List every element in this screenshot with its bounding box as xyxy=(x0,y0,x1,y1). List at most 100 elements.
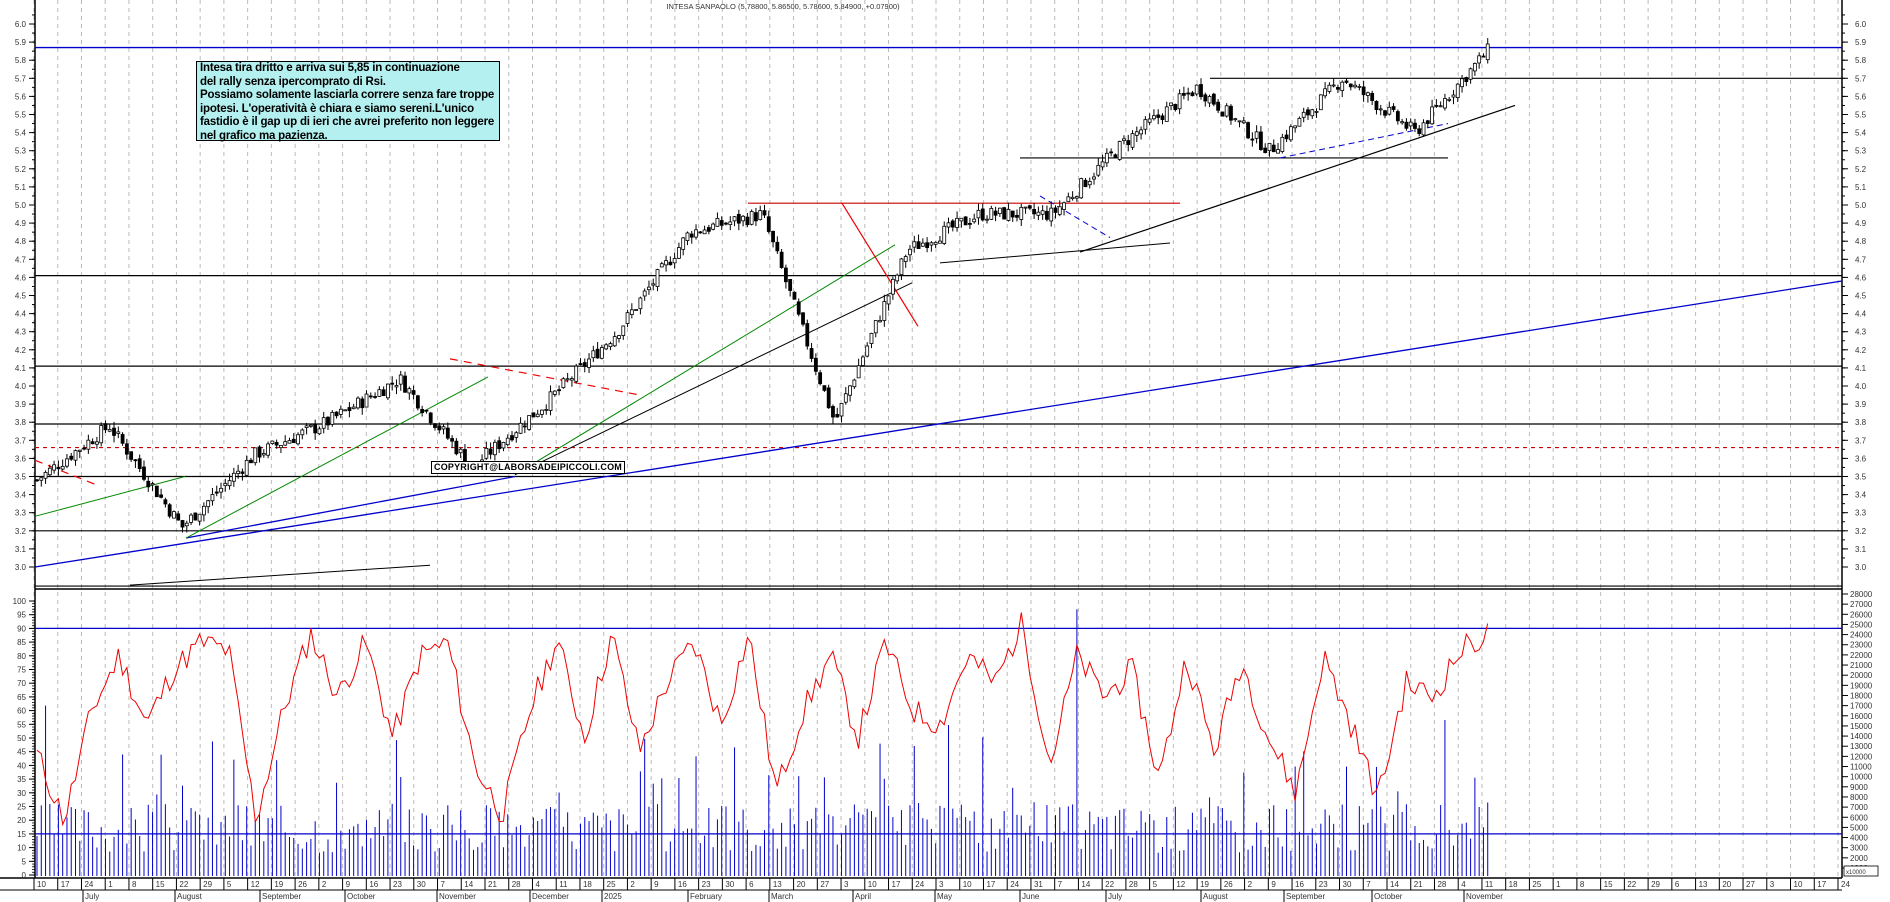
day-label: 20 xyxy=(797,880,806,889)
day-label: 24 xyxy=(1010,880,1019,889)
price-tick-label: 5.3 xyxy=(1855,147,1867,156)
day-label: 28 xyxy=(512,880,521,889)
candle xyxy=(240,471,245,474)
volume-tick-label: 5000 xyxy=(1850,823,1868,832)
day-label: 6 xyxy=(749,880,754,889)
price-tick-label: 4.5 xyxy=(15,292,27,301)
candle xyxy=(1276,149,1280,154)
candle xyxy=(514,432,519,438)
candle xyxy=(1224,105,1229,117)
candle xyxy=(133,459,138,462)
candle xyxy=(497,440,502,450)
candle xyxy=(1156,114,1161,118)
copyright-label: COPYRIGHT@LABORSADEIPICCOLI.COM xyxy=(431,461,625,474)
day-label: 18 xyxy=(1509,880,1518,889)
candle xyxy=(890,278,895,295)
candle xyxy=(1404,121,1409,129)
candle xyxy=(1177,93,1182,110)
candle xyxy=(150,483,155,486)
candle xyxy=(826,387,831,409)
candle xyxy=(43,472,48,479)
candle xyxy=(942,225,947,244)
candle xyxy=(899,258,904,276)
candle xyxy=(364,393,369,408)
price-tick-label: 4.2 xyxy=(15,346,27,355)
price-tick-label: 4.1 xyxy=(1855,364,1867,373)
candle xyxy=(1297,117,1302,127)
candle xyxy=(270,440,275,444)
note-line: del rally senza ipercomprato di Rsi. xyxy=(200,75,386,88)
trendline-red xyxy=(841,202,919,327)
candle xyxy=(52,464,57,471)
price-tick-label: 4.9 xyxy=(1855,219,1867,228)
candle xyxy=(1096,164,1101,176)
day-label: 7 xyxy=(1058,880,1063,889)
candle xyxy=(296,434,300,445)
candle xyxy=(223,482,228,487)
volume-tick-label: 16000 xyxy=(1850,712,1873,721)
candle xyxy=(968,223,972,225)
trendline-blue-long xyxy=(34,280,1843,568)
day-label: 8 xyxy=(1580,880,1585,889)
candle xyxy=(1314,110,1319,113)
candle xyxy=(428,412,433,424)
candle xyxy=(107,429,112,432)
candle xyxy=(1425,120,1430,124)
candle xyxy=(1417,128,1422,135)
day-label: 24 xyxy=(915,880,924,889)
candle xyxy=(540,409,544,415)
rsi-tick-label: 5 xyxy=(22,857,27,866)
candle xyxy=(1049,207,1054,222)
day-label: 22 xyxy=(179,880,188,889)
candle xyxy=(1280,136,1285,152)
candle xyxy=(972,218,977,223)
candle xyxy=(1378,108,1383,111)
day-label: 18 xyxy=(583,880,592,889)
volume-tick-label: 17000 xyxy=(1850,702,1873,711)
candle xyxy=(1395,111,1400,122)
candle xyxy=(813,357,818,372)
candle xyxy=(154,485,159,498)
price-tick-label: 6.0 xyxy=(1855,20,1867,29)
day-label: 31 xyxy=(1034,880,1043,889)
volume-tick-label: 2000 xyxy=(1850,854,1868,863)
candle xyxy=(1019,206,1024,220)
candle xyxy=(694,229,698,238)
candle xyxy=(608,343,613,348)
price-tick-label: 4.3 xyxy=(1855,328,1867,337)
candle xyxy=(574,365,579,382)
month-label: August xyxy=(1203,892,1229,901)
candle xyxy=(736,213,741,224)
day-label: 30 xyxy=(417,880,426,889)
volume-tick-label: 13000 xyxy=(1850,742,1873,751)
candle xyxy=(347,407,352,412)
candle xyxy=(775,241,780,252)
day-label: 15 xyxy=(156,880,165,889)
day-label: 27 xyxy=(820,880,829,889)
candle xyxy=(591,350,596,359)
candle xyxy=(1087,181,1092,186)
candle xyxy=(848,385,852,396)
candle xyxy=(197,513,202,522)
candle xyxy=(1006,209,1011,221)
candle xyxy=(1293,125,1298,129)
price-tick-label: 3.6 xyxy=(1855,454,1867,463)
rsi-tick-label: 65 xyxy=(17,693,26,702)
candle xyxy=(1130,133,1135,148)
candle xyxy=(505,437,510,446)
rsi-tick-label: 15 xyxy=(17,830,26,839)
candle xyxy=(677,247,681,259)
candle xyxy=(124,443,129,455)
rsi-tick-label: 35 xyxy=(17,775,26,784)
day-label: 12 xyxy=(251,880,260,889)
candle xyxy=(1040,210,1045,215)
candle xyxy=(1194,84,1199,95)
candle xyxy=(749,211,754,225)
price-tick-label: 4.7 xyxy=(1855,255,1867,264)
day-label: 4 xyxy=(535,880,540,889)
candle xyxy=(822,385,827,391)
rsi-tick-label: 80 xyxy=(17,652,26,661)
day-label: 14 xyxy=(464,880,473,889)
day-label: 24 xyxy=(1841,880,1850,889)
